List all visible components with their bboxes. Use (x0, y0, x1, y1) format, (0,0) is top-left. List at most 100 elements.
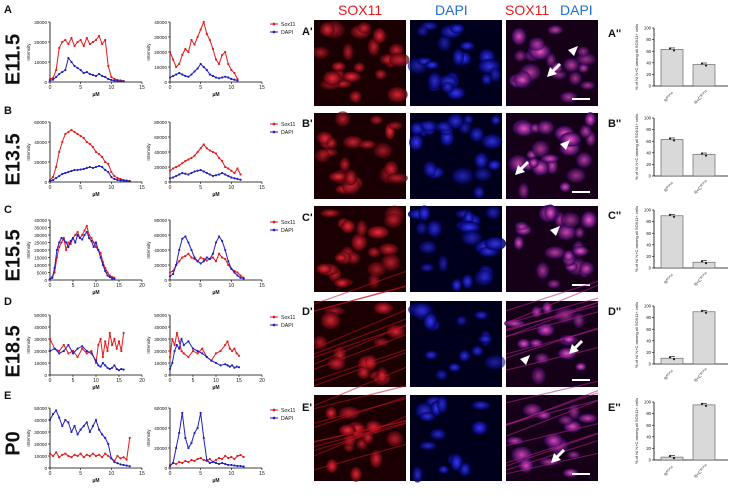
line-chart-r0c1: 0 10000 20000 30000 40000 0 5 10 15 μM Intensity So… (146, 20, 295, 98)
cell-nucleus (367, 246, 381, 258)
data-point-dapi (70, 430, 73, 434)
data-point-dapi (187, 340, 190, 343)
data-point-dapi (91, 424, 95, 428)
data-point-sox11 (55, 451, 58, 454)
bar-n (660, 49, 684, 87)
y-tick-label: 0 (649, 84, 652, 89)
series-line-dapi (169, 169, 241, 181)
category-label: NSOX11 (663, 90, 676, 103)
data-point-dapi (97, 72, 101, 76)
cell-nucleus (381, 253, 401, 271)
data-point-dapi (104, 168, 107, 172)
data-point-sox11 (217, 62, 221, 66)
cell-nucleus (563, 250, 575, 261)
x-tick-label: 15 (259, 185, 265, 191)
data-point-sox11 (190, 458, 193, 462)
cell-nucleus (471, 345, 484, 357)
cell-nucleus (584, 112, 596, 127)
data-point-sox11 (64, 132, 67, 136)
x-tick-label: 5 (199, 283, 202, 289)
data-point-sox11 (181, 53, 184, 57)
cell-nucleus (450, 453, 463, 472)
x-tick-label: 10 (109, 185, 115, 191)
cell-nucleus (558, 415, 574, 426)
cell-nucleus (409, 134, 424, 151)
x-tick-label: 0 (169, 85, 172, 91)
data-point-dapi (110, 175, 113, 179)
data-point-dapi (224, 173, 227, 176)
cell-nucleus (331, 61, 346, 72)
data-point-sox11 (239, 453, 242, 457)
data-point-dapi (108, 275, 111, 279)
data-point-sox11 (104, 38, 107, 42)
cell-nucleus (342, 43, 354, 61)
data-point-dapi (168, 177, 172, 180)
data-point-dapi (224, 248, 227, 252)
cell-nucleus (566, 450, 581, 459)
data-point-dapi (226, 364, 229, 367)
cell-nucleus (319, 22, 335, 37)
data-point-sox11 (178, 62, 181, 66)
cell-nucleus (434, 121, 453, 132)
data-point-sox11 (227, 167, 230, 170)
data-point-dapi (85, 349, 88, 353)
x-tick-label: 10 (229, 471, 235, 477)
arrow-head (547, 67, 557, 77)
data-point-dapi (99, 365, 102, 368)
data-point-dapi (101, 74, 104, 78)
data-point-dapi (88, 430, 91, 434)
data-point-dapi (107, 170, 110, 174)
data-point-dapi (221, 239, 224, 243)
data-point-dapi (79, 428, 82, 431)
y-tick-label: 20000 (34, 349, 47, 354)
y-tick-label: 20000 (34, 248, 47, 253)
data-point-dapi (125, 464, 128, 467)
data-point-sox11 (199, 147, 202, 150)
cell-nucleus (456, 315, 467, 326)
x-tick-label: 15 (116, 378, 122, 384)
data-point-sox11 (168, 50, 172, 54)
cell-nucleus (572, 246, 589, 257)
data-point-sox11 (205, 147, 208, 150)
data-point-dapi (217, 173, 221, 176)
y-axis-label: Intensity (26, 336, 31, 354)
data-point-sox11 (171, 58, 175, 61)
data-point-dapi (178, 431, 181, 435)
y-tick-label: 20000 (154, 263, 167, 268)
data-point-dapi (106, 274, 109, 277)
data-point-dapi (60, 236, 63, 240)
y-tick-label: 20000 (34, 442, 47, 447)
data-point-dapi (184, 436, 187, 440)
data-point-sox11 (113, 77, 116, 81)
y-tick-label: 60 (646, 49, 651, 54)
y-tick-label: 40000 (34, 418, 47, 423)
data-point-sox11 (94, 454, 98, 458)
replicate-dot (672, 358, 676, 361)
cell-nucleus (484, 354, 506, 370)
data-point-dapi (236, 274, 239, 277)
data-point-sox11 (219, 349, 222, 353)
data-point-dapi (82, 71, 85, 75)
data-point-sox11 (73, 44, 76, 48)
data-point-dapi (196, 67, 199, 70)
micro-tile-r3-c1 (408, 301, 506, 387)
data-point-dapi (190, 441, 193, 445)
cell-nucleus (341, 219, 356, 234)
arrowhead-c (550, 226, 560, 236)
cell-nucleus (563, 57, 580, 73)
cell-nucleus (386, 431, 404, 447)
data-point-sox11 (205, 32, 208, 36)
y-tick-label: 60000 (154, 406, 167, 411)
data-point-sox11 (168, 271, 172, 274)
data-point-sox11 (184, 47, 187, 51)
data-point-sox11 (211, 150, 215, 154)
data-point-dapi (88, 236, 91, 240)
data-point-dapi (111, 277, 114, 280)
y-axis-label: Intensity (146, 336, 151, 354)
x-tick-label: 5 (192, 378, 195, 384)
data-point-dapi (76, 233, 79, 237)
data-point-sox11 (58, 245, 61, 249)
data-point-sox11 (199, 256, 202, 259)
data-point-dapi (62, 238, 65, 241)
data-point-sox11 (101, 456, 104, 459)
